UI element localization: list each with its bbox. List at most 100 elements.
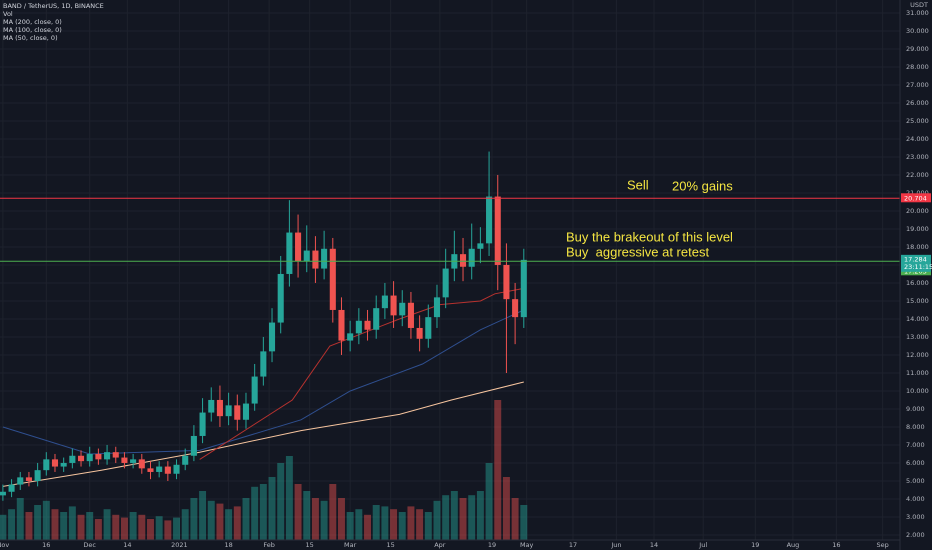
candle-body (381, 295, 388, 309)
countdown-label: 23:11:15 (904, 263, 932, 271)
currency-label: USDT (910, 1, 928, 9)
y-tick-label: 24.000 (906, 135, 929, 143)
volume-bar (259, 484, 267, 540)
volume-bar (51, 509, 59, 540)
horizontal-lines (0, 197, 900, 262)
price-tag-label: 17.284 (904, 255, 927, 263)
candle-body (442, 268, 449, 298)
candle-body (503, 264, 510, 300)
volume-bar (16, 498, 24, 540)
volume-bar (68, 506, 76, 540)
y-tick-label: 11.000 (906, 369, 929, 377)
candle-body (425, 317, 432, 339)
candle-body (216, 399, 223, 417)
x-tick-label: Apr (434, 541, 446, 549)
candle-body (268, 322, 276, 352)
volume-bar (338, 498, 345, 540)
volume-bar (199, 491, 207, 540)
volume-bar (94, 519, 102, 540)
candle-body (295, 232, 302, 262)
volume-bar (138, 514, 146, 540)
x-tick-label: May (520, 541, 534, 549)
x-tick-label: Mar (344, 541, 357, 549)
volume-bar (381, 506, 389, 540)
volume-bar (433, 500, 441, 540)
volume-bar (112, 514, 120, 540)
y-tick-label: 28.000 (906, 63, 929, 71)
y-tick-label: 5.000 (906, 477, 925, 485)
candle-body (77, 455, 85, 462)
candle-body (86, 453, 93, 462)
volume-bar (164, 520, 172, 540)
x-tick-label: 14 (123, 541, 131, 549)
volume-bar (520, 505, 528, 540)
y-tick-label: 23.000 (906, 153, 929, 161)
level-tag (901, 193, 931, 203)
candle-body (0, 491, 6, 496)
volume-bar (147, 519, 154, 540)
candle-body (17, 477, 24, 485)
volume-bar (398, 512, 406, 540)
candle-body (156, 466, 163, 472)
volume-bar (372, 505, 380, 540)
candle-body (512, 299, 519, 318)
volume-bar (181, 509, 189, 540)
candle-body (399, 302, 406, 316)
candle-body (347, 333, 354, 341)
x-tick-label: 18 (224, 541, 232, 549)
volume-bar (34, 505, 42, 540)
volume-bar (476, 491, 484, 540)
volume-bar (268, 477, 276, 540)
y-tick-label: 9.000 (906, 405, 925, 413)
volume-bar (468, 495, 476, 540)
candle-body (34, 470, 41, 481)
grid (0, 0, 900, 540)
y-tick-label: 29.000 (906, 45, 929, 53)
candle-body (364, 320, 371, 330)
y-tick-label: 31.000 (906, 9, 929, 17)
volume-bar (294, 484, 302, 540)
candle-body (182, 455, 189, 465)
y-tick-label: 15.000 (906, 297, 929, 305)
candle-body (373, 308, 380, 330)
candle-body (51, 459, 59, 467)
candle-body (416, 327, 423, 339)
y-tick-label: 22.000 (906, 171, 929, 179)
volume-bar (485, 463, 493, 540)
y-tick-label: 21.000 (906, 189, 929, 197)
y-tick-label: 25.000 (906, 117, 929, 125)
volume-bar (407, 506, 415, 540)
candle-body (190, 435, 197, 456)
x-tick-label: Aug (787, 541, 800, 549)
candle-body (338, 309, 345, 341)
volume-bar (225, 509, 233, 540)
y-tick-label: 19.000 (906, 225, 929, 233)
candle-body (95, 453, 102, 460)
y-tick-label: 14.000 (906, 315, 929, 323)
volume-bar (120, 517, 128, 540)
volume-bar (8, 509, 16, 540)
candle-body (468, 248, 475, 267)
x-tick-label: 14 (650, 541, 658, 549)
x-tick-label: 15 (306, 541, 314, 549)
volume-bar (311, 498, 319, 540)
y-tick-label: 7.000 (906, 441, 925, 449)
volume-bar (442, 495, 450, 540)
volume-bar (103, 509, 111, 540)
annotation: Buy aggressive at retest (566, 244, 709, 259)
candle-body (60, 462, 67, 467)
volume-bar (77, 514, 85, 540)
level-label: 20.704 (904, 194, 927, 202)
legend-entry: MA (50, close, 0) (3, 34, 58, 42)
candle-body (459, 254, 467, 267)
volume-bar (494, 400, 502, 540)
y-tick-label: 27.000 (906, 81, 929, 89)
legend-entry: Vol (3, 10, 13, 18)
x-tick-label: Nov (0, 541, 9, 549)
candle-body (520, 259, 527, 318)
x-tick-label: 17 (569, 541, 577, 549)
volume-bar (155, 516, 163, 540)
volume-bar (346, 512, 354, 540)
candle-body (234, 405, 241, 420)
